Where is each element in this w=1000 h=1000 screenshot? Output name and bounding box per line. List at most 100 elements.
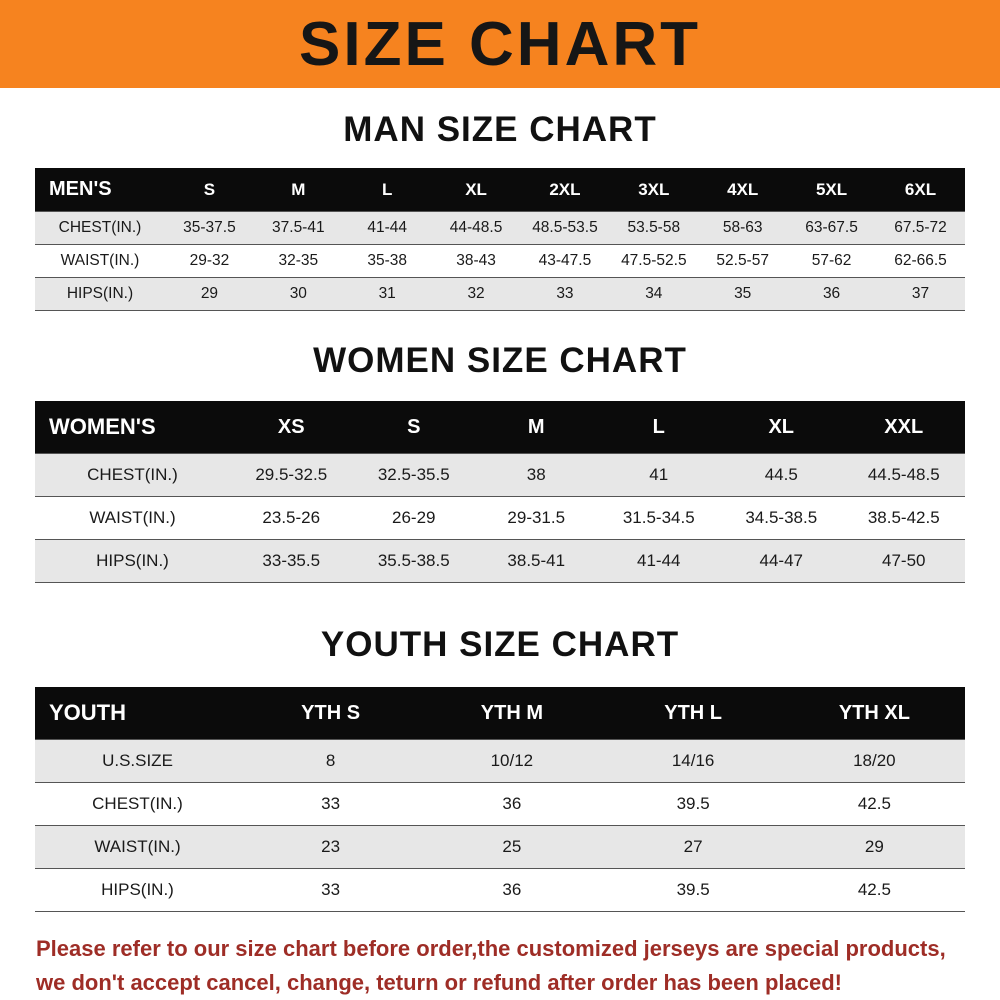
size-chart-page: MAN SIZE CHART MEN'S S M L XL 2XL 3XL 4XL 5XL 6XL… <box>0 110 1000 1000</box>
measurement-value-cell: 33-35.5 <box>230 539 353 583</box>
footer-note: Please refer to our size chart before or… <box>36 932 980 1000</box>
footer-line: we don't accept cancel, change, teturn o… <box>36 970 842 995</box>
measurement-value-cell: 43-47.5 <box>520 244 610 278</box>
youth-size-table: YOUTH YTH S YTH M YTH L YTH XL U.S.SIZE 8 10/12… <box>35 687 965 912</box>
footer-line: Please refer to our size chart before or… <box>36 936 946 961</box>
measurement-value-cell: 47.5-52.5 <box>609 244 699 278</box>
size-column-header: L <box>342 168 432 212</box>
row-label-cell: WAIST(IN.) <box>35 244 165 278</box>
size-column-header: S <box>165 168 254 212</box>
measurement-value-cell: 35 <box>698 277 788 311</box>
banner: SIZE CHART <box>0 0 1000 88</box>
measurement-value-cell: 14/16 <box>602 739 784 783</box>
measurement-value-cell: 26-29 <box>352 496 475 540</box>
measurement-value-cell: 38.5-41 <box>475 539 598 583</box>
size-column-header: S <box>352 401 475 454</box>
measurement-value-cell: 38 <box>475 453 598 497</box>
measurement-value-cell: 32 <box>431 277 521 311</box>
measurement-value-cell: 39.5 <box>602 782 784 826</box>
table-row: HIPS(IN.) 29 30 31 32 33 34 35 36 37 <box>35 277 965 311</box>
measurement-value-cell: 32-35 <box>253 244 343 278</box>
youth-size-chart-section: YOUTH SIZE CHART YOUTH YTH S YTH M YTH L YTH… <box>0 625 1000 912</box>
measurement-value-cell: 41-44 <box>597 539 720 583</box>
measurement-value-cell: 41 <box>597 453 720 497</box>
measurement-value-cell: 29 <box>783 825 965 869</box>
measurement-value-cell: 10/12 <box>421 739 603 783</box>
measurement-value-cell: 44.5-48.5 <box>842 453 965 497</box>
measurement-value-cell: 37 <box>876 277 965 311</box>
size-column-header: 6XL <box>876 168 965 212</box>
table-group-label: YOUTH <box>35 687 240 740</box>
table-row: HIPS(IN.) 33 36 39.5 42.5 <box>35 868 965 912</box>
row-label-cell: CHEST(IN.) <box>35 211 165 245</box>
measurement-value-cell: 41-44 <box>342 211 432 245</box>
measurement-value-cell: 8 <box>240 739 422 783</box>
size-column-header: M <box>475 401 598 454</box>
size-column-header: XL <box>431 168 521 212</box>
size-column-header: L <box>597 401 720 454</box>
measurement-value-cell: 52.5-57 <box>698 244 788 278</box>
measurement-value-cell: 53.5-58 <box>609 211 699 245</box>
table-row: U.S.SIZE 8 10/12 14/16 18/20 <box>35 739 965 783</box>
measurement-value-cell: 42.5 <box>783 782 965 826</box>
measurement-value-cell: 44-47 <box>720 539 843 583</box>
measurement-value-cell: 31.5-34.5 <box>597 496 720 540</box>
measurement-value-cell: 35-38 <box>342 244 432 278</box>
measurement-value-cell: 23 <box>240 825 422 869</box>
size-column-header: XL <box>720 401 843 454</box>
measurement-value-cell: 57-62 <box>787 244 876 278</box>
size-column-header: 5XL <box>787 168 876 212</box>
table-row: WAIST(IN.) 23 25 27 29 <box>35 825 965 869</box>
measurement-value-cell: 23.5-26 <box>230 496 353 540</box>
size-column-header: XXL <box>842 401 965 454</box>
measurement-value-cell: 29 <box>165 277 254 311</box>
measurement-value-cell: 44-48.5 <box>431 211 521 245</box>
header-row: YOUTH YTH S YTH M YTH L YTH XL <box>35 687 965 740</box>
measurement-value-cell: 63-67.5 <box>787 211 876 245</box>
row-label-cell: WAIST(IN.) <box>35 825 240 869</box>
measurement-value-cell: 33 <box>240 868 422 912</box>
measurement-value-cell: 58-63 <box>698 211 788 245</box>
size-column-header: 2XL <box>520 168 610 212</box>
measurement-value-cell: 32.5-35.5 <box>352 453 475 497</box>
measurement-value-cell: 34 <box>609 277 699 311</box>
measurement-value-cell: 18/20 <box>783 739 965 783</box>
size-column-header: YTH XL <box>783 687 965 740</box>
women-size-chart-heading: WOMEN SIZE CHART <box>313 341 687 380</box>
measurement-value-cell: 33 <box>240 782 422 826</box>
man-size-chart-section: MAN SIZE CHART MEN'S S M L XL 2XL 3XL 4XL 5XL 6XL… <box>0 110 1000 311</box>
header-row: WOMEN'S XS S M L XL XXL <box>35 401 965 454</box>
size-column-header: M <box>253 168 343 212</box>
youth-size-chart-heading: YOUTH SIZE CHART <box>320 625 680 664</box>
measurement-value-cell: 25 <box>421 825 603 869</box>
size-column-header: YTH L <box>602 687 784 740</box>
measurement-value-cell: 30 <box>253 277 343 311</box>
measurement-value-cell: 29-31.5 <box>475 496 598 540</box>
table-row: CHEST(IN.) 29.5-32.5 32.5-35.5 38 41 44.5 44.5… <box>35 453 965 497</box>
women-size-table: WOMEN'S XS S M L XL XXL CHEST(IN.) 29.5-32.5 32.5… <box>35 401 965 583</box>
row-label-cell: U.S.SIZE <box>35 739 240 783</box>
measurement-value-cell: 31 <box>342 277 432 311</box>
size-column-header: 4XL <box>698 168 788 212</box>
measurement-value-cell: 36 <box>421 782 603 826</box>
measurement-value-cell: 37.5-41 <box>253 211 343 245</box>
size-column-header: 3XL <box>609 168 699 212</box>
size-column-header: YTH S <box>240 687 422 740</box>
measurement-value-cell: 29.5-32.5 <box>230 453 353 497</box>
table-row: CHEST(IN.) 35-37.5 37.5-41 41-44 44-48.5 48.5… <box>35 211 965 245</box>
table-group-label: MEN'S <box>35 168 165 212</box>
women-size-chart-section: WOMEN SIZE CHART WOMEN'S XS S M L XL XXL CHEST(… <box>0 341 1000 583</box>
measurement-value-cell: 44.5 <box>720 453 843 497</box>
measurement-value-cell: 39.5 <box>602 868 784 912</box>
size-column-header: XS <box>230 401 353 454</box>
measurement-value-cell: 36 <box>421 868 603 912</box>
measurement-value-cell: 35.5-38.5 <box>352 539 475 583</box>
table-row: WAIST(IN.) 23.5-26 26-29 29-31.5 31.5-34.5 34… <box>35 496 965 540</box>
row-label-cell: CHEST(IN.) <box>35 782 240 826</box>
row-label-cell: HIPS(IN.) <box>35 539 230 583</box>
row-label-cell: WAIST(IN.) <box>35 496 230 540</box>
row-label-cell: CHEST(IN.) <box>35 453 230 497</box>
row-label-cell: HIPS(IN.) <box>35 277 165 311</box>
man-size-table: MEN'S S M L XL 2XL 3XL 4XL 5XL 6XL CHEST(IN.) 35-37… <box>35 168 965 311</box>
table-row: HIPS(IN.) 33-35.5 35.5-38.5 38.5-41 41-44 44-… <box>35 539 965 583</box>
